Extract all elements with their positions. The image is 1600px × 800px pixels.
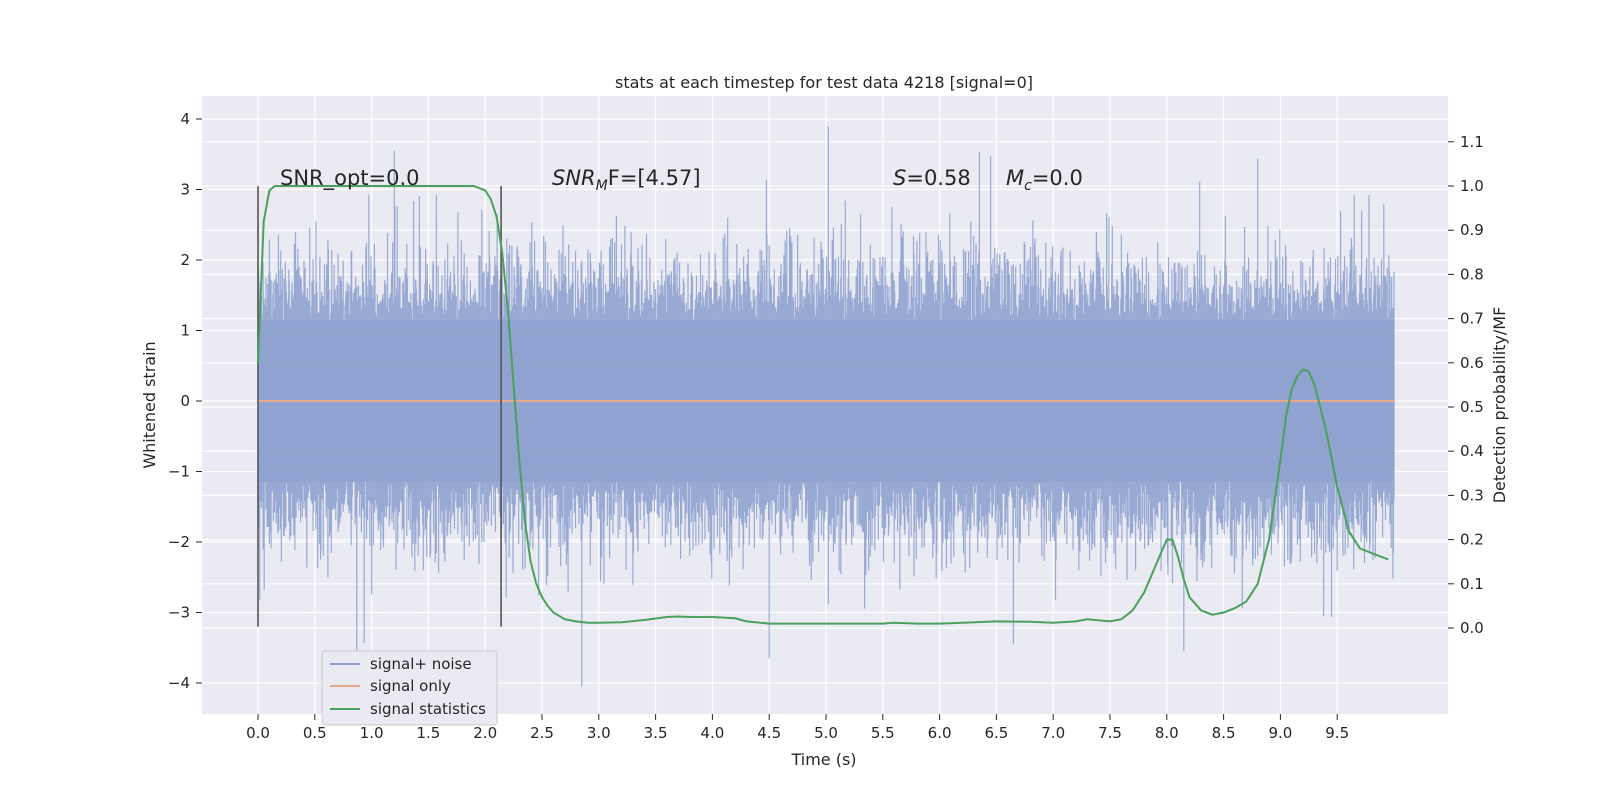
x-tick-label: 0.0: [246, 724, 270, 742]
vertical-markers: [257, 185, 502, 627]
y-left-tick-label: 3: [180, 181, 190, 199]
annotation-mc: Mc=0.0: [1006, 166, 1083, 194]
y-left-tick-label: 1: [180, 322, 190, 340]
annotation-snr-mf-suffix: F=[4.57]: [608, 166, 701, 190]
legend-label-statistics: signal statistics: [370, 700, 486, 718]
x-tick-label: 2.0: [473, 724, 497, 742]
legend-box: [321, 650, 498, 726]
annotation-snr-mf-sub: M: [596, 178, 608, 194]
y-right-tick-label: 0.9: [1460, 221, 1484, 239]
y-right-tick-label: 0.7: [1460, 310, 1484, 328]
y-axis-right-label: Detection probability/MF: [1490, 307, 1509, 504]
x-tick-label: 5.5: [871, 724, 895, 742]
y-left-tick-label: 2: [180, 251, 190, 269]
y-right-tick-label: 0.5: [1460, 398, 1484, 416]
annotation-snr-mf-prefix: SNR: [552, 166, 596, 190]
y-right-tick-label: 1.1: [1460, 133, 1484, 151]
y-right-tick-label: 0.4: [1460, 442, 1484, 460]
x-axis-ticks: 0.0 0.5 1.0 1.5 2.0 2.5 3.0 3.5 4.0 4.5 5.0 5.5 6.0 6…: [246, 714, 1349, 742]
y-right-tick-label: 0.8: [1460, 265, 1484, 283]
y-left-tick-label: 4: [180, 110, 190, 128]
y-left-tick-label: −3: [168, 604, 190, 622]
y-left-tick-label: −2: [168, 533, 190, 551]
chart-title: stats at each timestep for test data 421…: [615, 73, 1033, 92]
y-right-tick-label: 1.0: [1460, 177, 1484, 195]
x-tick-label: 5.0: [814, 724, 838, 742]
annotation-mc-value: =0.0: [1032, 166, 1083, 190]
x-axis-label: Time (s): [790, 750, 856, 769]
x-tick-label: 1.5: [416, 724, 440, 742]
right-y-axis-ticks: 0.0 0.1 0.2 0.3 0.4 0.5 0.6 0.7 0.8 0.9 1.0 1.1: [1448, 133, 1484, 637]
x-tick-label: 8.5: [1212, 724, 1236, 742]
annotation-s-value: =0.58: [906, 166, 970, 190]
x-tick-label: 2.5: [530, 724, 554, 742]
x-tick-label: 9.5: [1325, 724, 1349, 742]
y-right-tick-label: 0.2: [1460, 531, 1484, 549]
x-tick-label: 1.0: [360, 724, 384, 742]
legend-label-noise: signal+ noise: [370, 655, 472, 673]
y-left-tick-label: −4: [168, 674, 190, 692]
x-tick-label: 9.0: [1268, 724, 1292, 742]
legend: signal+ noise signal only signal statist…: [321, 650, 498, 726]
annotation-mc-label: M: [1006, 166, 1024, 190]
y-axis-left-label: Whitened strain: [140, 341, 159, 468]
y-left-tick-label: 0: [180, 392, 190, 410]
x-tick-label: 7.0: [1041, 724, 1065, 742]
x-tick-label: 6.0: [928, 724, 952, 742]
x-tick-label: 3.0: [587, 724, 611, 742]
annotation-snr-mf: SNRMF=[4.57]: [552, 166, 701, 194]
annotation-s-label: S: [893, 166, 906, 190]
y-left-tick-label: −1: [168, 463, 190, 481]
x-tick-label: 0.5: [303, 724, 327, 742]
x-tick-label: 4.0: [700, 724, 724, 742]
x-tick-label: 4.5: [757, 724, 781, 742]
annotation-snr-opt: SNR_opt=0.0: [280, 166, 420, 191]
x-tick-label: 3.5: [644, 724, 668, 742]
y-right-tick-label: 0.6: [1460, 354, 1484, 372]
legend-label-signal-only: signal only: [370, 677, 451, 695]
x-tick-label: 8.0: [1155, 724, 1179, 742]
left-y-axis-ticks: −4 −3 −2 −1 0 1 2 3 4: [168, 110, 202, 692]
y-right-tick-label: 0.3: [1460, 486, 1484, 504]
y-right-tick-label: 0.1: [1460, 575, 1484, 593]
signal-statistics-line: [257, 185, 1389, 625]
annotation-s: S=0.58: [893, 166, 971, 190]
signal-statistics-series: [257, 185, 1389, 625]
x-tick-label: 6.5: [984, 724, 1008, 742]
x-tick-label: 7.5: [1098, 724, 1122, 742]
annotation-mc-sub: c: [1024, 178, 1032, 194]
y-right-tick-label: 0.0: [1460, 619, 1484, 637]
